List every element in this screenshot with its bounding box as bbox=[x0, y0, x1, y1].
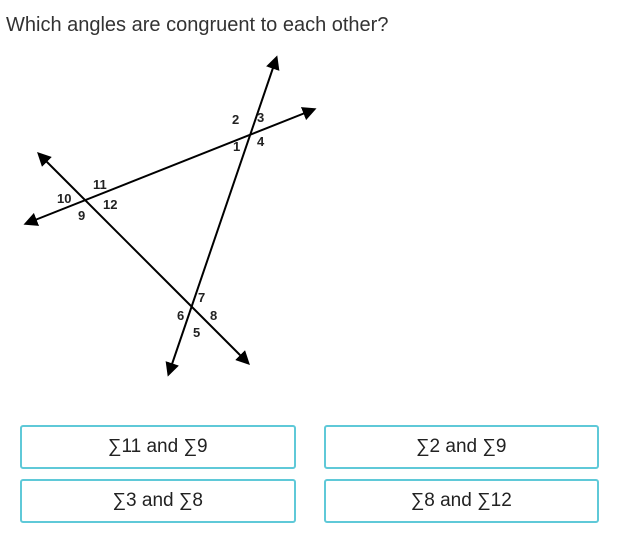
angle-label-12: 12 bbox=[103, 197, 117, 212]
angle-label-9: 9 bbox=[78, 208, 85, 223]
angle-label-7: 7 bbox=[198, 290, 205, 305]
angle-label-1: 1 bbox=[233, 139, 240, 154]
angle-diagram: 2 3 4 1 11 10 12 9 7 6 8 5 bbox=[20, 50, 360, 390]
angle-label-3: 3 bbox=[257, 110, 264, 125]
angle-label-5: 5 bbox=[193, 325, 200, 340]
choice-11-9[interactable]: ∑11 and ∑9 bbox=[20, 425, 296, 469]
angle-label-2: 2 bbox=[232, 112, 239, 127]
choice-8-12[interactable]: ∑8 and ∑12 bbox=[324, 479, 600, 523]
question-text: Which angles are congruent to each other… bbox=[6, 14, 388, 37]
choice-3-8[interactable]: ∑3 and ∑8 bbox=[20, 479, 296, 523]
choice-2-9[interactable]: ∑2 and ∑9 bbox=[324, 425, 600, 469]
angle-label-4: 4 bbox=[257, 134, 264, 149]
answer-grid: ∑11 and ∑9 ∑2 and ∑9 ∑3 and ∑8 ∑8 and ∑1… bbox=[20, 425, 599, 523]
angle-label-11: 11 bbox=[93, 177, 107, 192]
angle-label-10: 10 bbox=[57, 191, 71, 206]
angle-label-8: 8 bbox=[210, 308, 217, 323]
angle-label-6: 6 bbox=[177, 308, 184, 323]
